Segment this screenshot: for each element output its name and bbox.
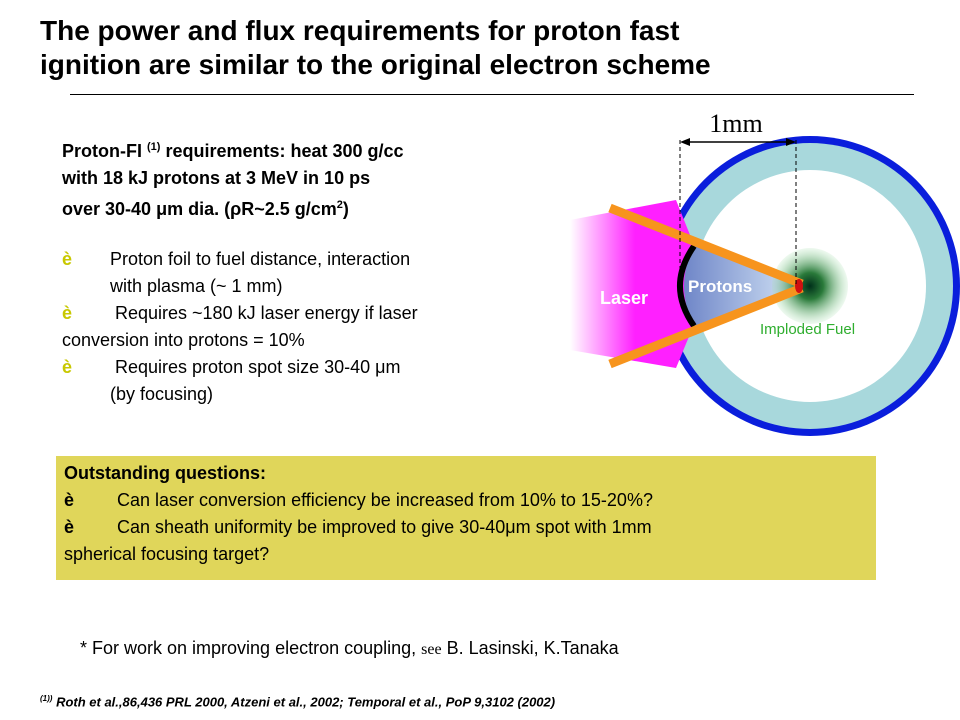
bullet-1-line-1: Proton foil to fuel distance, interactio… — [110, 249, 411, 269]
note-prefix: * For work on improving electron couplin… — [80, 638, 422, 658]
questions-heading: Outstanding questions: — [64, 463, 266, 483]
reference-citation: (1)) Roth et al.,86,436 PRL 2000, Atzeni… — [40, 694, 555, 709]
requirements-ref-mark: (1) — [147, 141, 161, 153]
reference-text: Roth et al.,86,436 PRL 2000, Atzeni et a… — [52, 694, 556, 710]
bullet-1-line-2: with plasma (~ 1 mm) — [110, 276, 283, 296]
requirements-text-1: requirements: heat 300 g/cc — [165, 141, 404, 161]
bullet-2-line-1: Requires ~180 kJ laser energy if laser — [110, 303, 418, 323]
req-rho: ρ — [230, 199, 242, 219]
proton-fi-diagram: 1mm Laser Protons Imploded Fuel — [570, 100, 960, 460]
bullet-item-2: è Requires ~180 kJ laser energy if laser… — [62, 300, 532, 354]
proton-beam — [684, 246, 795, 326]
requirements-block: Proton-FI (1) requirements: heat 300 g/c… — [62, 134, 532, 223]
imploded-fuel-label: Imploded Fuel — [760, 321, 855, 338]
laser-glow — [570, 200, 700, 368]
req-l3-c: R~2.5 g/cm — [241, 199, 337, 219]
scale-arrow-right-icon — [786, 138, 796, 146]
bullet-list: è Proton foil to fuel distance, interacti… — [62, 246, 532, 408]
outstanding-questions-box: Outstanding questions: è Can laser conve… — [56, 456, 876, 580]
diagram-svg: 1mm Laser Protons Imploded Fuel — [570, 109, 960, 436]
bullet-3-line-1a: Requires proton spot size 30-40 — [110, 357, 376, 377]
bullet-3-mu: μ — [375, 357, 386, 377]
focus-spot — [795, 279, 803, 293]
question-2-text-a: Can sheath uniformity be improved to giv… — [112, 517, 506, 537]
req-mu: μ — [156, 199, 168, 219]
laser-label: Laser — [600, 288, 648, 308]
bullet-item-1: è Proton foil to fuel distance, interacti… — [62, 246, 532, 300]
req-l3-d: ) — [342, 199, 349, 219]
arrow-icon: è — [62, 303, 73, 323]
reference-mark: (1)) — [40, 694, 53, 703]
note-see: see — [421, 641, 442, 658]
arrow-icon: è — [64, 517, 75, 537]
bullet-3-line-1b: m — [385, 357, 401, 377]
note-suffix: B. Lasinski, K.Tanaka — [441, 638, 619, 658]
question-2-mu: μ — [505, 517, 516, 537]
proton-foil — [677, 244, 697, 328]
imploded-fuel-core — [772, 248, 848, 324]
laser-beam-lower — [608, 283, 804, 369]
question-1: è Can laser conversion efficiency be inc… — [64, 487, 868, 514]
bullet-2-line-2: conversion into protons = 10% — [62, 330, 305, 350]
title-line-2: ignition are similar to the original ele… — [40, 49, 711, 80]
requirements-line-3: over 30-40 μm dia. (ρR~2.5 g/cm2) — [62, 192, 532, 223]
scale-arrow-left-icon — [680, 138, 690, 146]
question-2: è Can sheath uniformity be improved to g… — [64, 514, 868, 541]
question-2-line-2: spherical focusing target? — [64, 544, 270, 564]
scale-label: 1mm — [709, 109, 762, 138]
question-2-text-b: m spot with 1mm — [515, 517, 652, 537]
slide-title: The power and flux requirements for prot… — [40, 14, 920, 82]
laser-beam-upper — [608, 203, 804, 289]
req-l3-b: m dia. ( — [167, 199, 231, 219]
title-line-1: The power and flux requirements for prot… — [40, 15, 680, 46]
arrow-icon: è — [62, 249, 73, 269]
arrow-icon: è — [64, 490, 75, 510]
question-1-text: Can laser conversion efficiency be incre… — [112, 490, 653, 510]
req-sup2: 2 — [336, 199, 343, 211]
protons-label: Protons — [688, 277, 752, 296]
requirements-prefix: Proton-FI — [62, 141, 142, 161]
footnote-electron-coupling: * For work on improving electron couplin… — [80, 636, 619, 662]
title-divider — [70, 94, 914, 95]
requirements-line-1: Proton-FI (1) requirements: heat 300 g/c… — [62, 134, 532, 165]
arrow-icon: è — [62, 357, 73, 377]
bullet-3-line-2: (by focusing) — [110, 384, 214, 404]
requirements-line-2: with 18 kJ protons at 3 MeV in 10 ps — [62, 168, 371, 188]
req-l3-a: over 30-40 — [62, 199, 157, 219]
bullet-item-3: è Requires proton spot size 30-40 μm (by… — [62, 354, 532, 408]
